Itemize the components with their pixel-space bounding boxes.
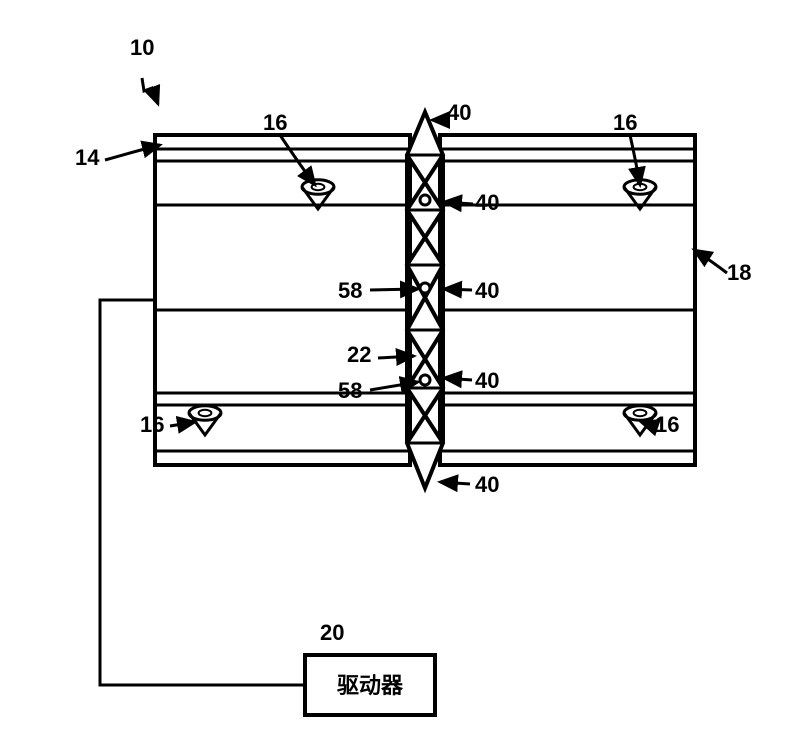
svg-text:10: 10 xyxy=(130,35,154,60)
svg-text:16: 16 xyxy=(655,412,679,437)
nozzle-2 xyxy=(189,406,221,435)
callout-40-10: 40 xyxy=(444,190,499,215)
callout-40-11: 40 xyxy=(444,278,499,303)
svg-text:16: 16 xyxy=(263,110,287,135)
hinge-column xyxy=(407,112,443,488)
figure-ref-arrow xyxy=(142,78,158,104)
callout-40-9: 40 xyxy=(432,100,471,125)
patent-figure: 10 驱动器 20 14 16 16 18 16 16 22 58 58 40 40 40 40 40 xyxy=(0,0,800,750)
driver-label: 驱动器 xyxy=(337,673,404,698)
svg-text:22: 22 xyxy=(347,342,371,367)
svg-text:40: 40 xyxy=(447,100,471,125)
svg-text:40: 40 xyxy=(475,472,499,497)
callout-16-4: 16 xyxy=(140,412,195,437)
callout-18-3: 18 xyxy=(694,250,751,285)
nozzle-3 xyxy=(624,406,656,435)
svg-text:14: 14 xyxy=(75,145,100,170)
svg-text:18: 18 xyxy=(727,260,751,285)
svg-text:58: 58 xyxy=(338,278,362,303)
svg-text:58: 58 xyxy=(338,378,362,403)
callout-40-12: 40 xyxy=(444,368,499,393)
svg-text:40: 40 xyxy=(475,278,499,303)
svg-text:16: 16 xyxy=(140,412,164,437)
callout-14-0: 14 xyxy=(75,145,160,170)
svg-text:20: 20 xyxy=(320,620,344,645)
connection-wire xyxy=(100,300,305,685)
svg-text:16: 16 xyxy=(613,110,637,135)
callout-22-6: 22 xyxy=(347,342,414,367)
svg-text:40: 40 xyxy=(475,190,499,215)
svg-text:40: 40 xyxy=(475,368,499,393)
callout-40-13: 40 xyxy=(440,472,499,497)
